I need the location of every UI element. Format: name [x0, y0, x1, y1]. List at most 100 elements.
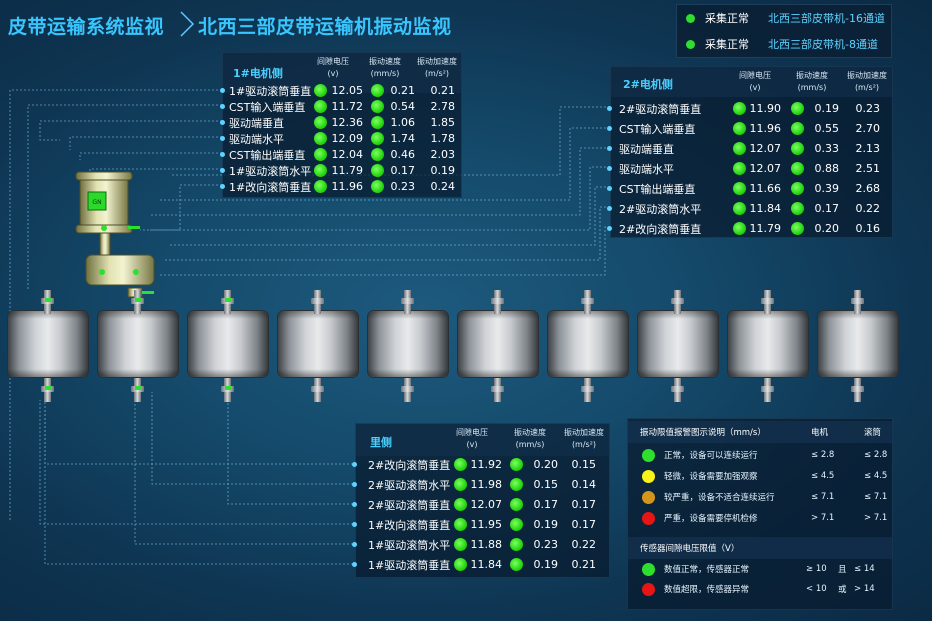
panel-header: 里侧 间隙电压 (v) 振动速度 (mm/s) 振动加速度 (m/s²) [356, 424, 609, 456]
status-indicator-icon [510, 478, 523, 491]
status-channel: 北西三部皮带机-16通道 [768, 12, 885, 25]
status-indicator-icon [371, 84, 384, 97]
legend-text: 正常，设备可以连续运行 [664, 451, 758, 461]
measure-point-name: 1#驱动滚筒水平 [368, 539, 451, 552]
connector-dot-icon [352, 482, 357, 487]
accel-value: 0.19 [430, 164, 456, 177]
roller-bearing-bottom [671, 378, 684, 402]
status-indicator-icon [314, 164, 327, 177]
roller-bearing-bottom [761, 378, 774, 402]
legend-drum-limit: ≤ 4.5 [864, 471, 888, 481]
accel-value: 0.22 [855, 202, 881, 215]
status-indicator-icon [791, 102, 804, 115]
voltage-value: 11.84 [749, 202, 782, 215]
velocity-value: 1.74 [390, 132, 416, 145]
data-row: 2#驱动滚筒垂直 12.07 0.17 0.17 [352, 495, 609, 515]
legend-col-motor: 电机 [811, 428, 829, 438]
status-label: 采集正常 [705, 12, 749, 25]
velocity-value: 0.46 [390, 148, 416, 161]
status-indicator-icon [733, 142, 746, 155]
connector-dot-icon [352, 562, 357, 567]
status-indicator-icon [314, 148, 327, 161]
velocity-value: 0.55 [814, 122, 840, 135]
panel-header: 2#电机侧 间隙电压 (v) 振动速度 (mm/s) 振动加速度 (m/s²) [611, 67, 892, 97]
voltage-value: 11.95 [470, 518, 503, 531]
legend-drum-limit: ≤ 7.1 [864, 492, 888, 502]
motor2-panel: 2#电机侧 间隙电压 (v) 振动速度 (mm/s) 振动加速度 (m/s²) 2#驱… [607, 66, 893, 238]
vibration-sensor-icon [45, 386, 51, 390]
connector-dot-icon [607, 106, 612, 111]
status-row: 采集正常 北西三部皮带机-16通道 [677, 7, 885, 29]
measure-point-name: 1#改向滚筒垂直 [229, 181, 312, 194]
data-row: CST输出端垂直 12.04 0.46 2.03 [220, 145, 461, 165]
sensor-limit-op: 或 [838, 585, 847, 595]
connector-dot-icon [220, 88, 225, 93]
connector-dot-icon [220, 104, 225, 109]
legend-text: 严重，设备需要停机检修 [664, 514, 758, 524]
accel-value: 0.23 [855, 102, 881, 115]
accel-value: 0.14 [571, 478, 597, 491]
sensor-legend-title: 传感器间隙电压限值（V） [640, 544, 740, 554]
status-indicator-icon [314, 132, 327, 145]
sensor-indicator-icon [642, 562, 655, 576]
measure-point-name: 2#改向滚筒垂直 [619, 223, 702, 236]
connector-dot-icon [352, 502, 357, 507]
sensor-legend-text: 数值超限，传感器异常 [664, 585, 750, 595]
status-indicator-icon [510, 498, 523, 511]
voltage-value: 11.66 [749, 182, 782, 195]
data-row: 驱动端水平 12.07 0.88 2.51 [607, 159, 892, 179]
accel-value: 0.21 [430, 84, 456, 97]
conveyor-roller [277, 310, 359, 378]
legend-text: 较严重，设备不适合连续运行 [664, 493, 775, 503]
page-subtitle: 北西三部皮带运输机振动监视 [198, 16, 452, 38]
status-indicator-icon [510, 518, 523, 531]
legend-col-drum: 滚筒 [864, 428, 882, 438]
accel-value: 1.78 [430, 132, 456, 145]
connector-dot-icon [607, 206, 612, 211]
conveyor-roller [457, 310, 539, 378]
velocity-value: 0.17 [814, 202, 840, 215]
voltage-value: 11.92 [470, 458, 503, 471]
vibration-sensor-icon [135, 386, 141, 390]
roller-bearing-top [401, 290, 414, 314]
roller-bearing-bottom [221, 378, 234, 402]
sensor-indicator-icon [642, 582, 655, 596]
col-voltage: 间隙电压 (v) [739, 71, 771, 92]
col-voltage: 间隙电压 (v) [317, 57, 349, 78]
voltage-value: 12.07 [749, 142, 782, 155]
voltage-value: 11.90 [749, 102, 782, 115]
accel-value: 2.13 [855, 142, 881, 155]
severity-indicator-icon [642, 490, 655, 504]
conveyor-roller [727, 310, 809, 378]
measure-point-name: 2#改向滚筒垂直 [368, 459, 451, 472]
voltage-value: 11.84 [470, 558, 503, 571]
status-indicator-icon [371, 100, 384, 113]
status-indicator-icon [454, 458, 467, 471]
connector-dot-icon [607, 226, 612, 231]
measure-point-name: 1#驱动滚筒水平 [229, 165, 312, 178]
status-indicator-icon [371, 116, 384, 129]
velocity-value: 0.33 [814, 142, 840, 155]
measure-point-name: 驱动端垂直 [229, 117, 284, 130]
data-row: 1#驱动滚筒水平 11.79 0.17 0.19 [220, 161, 461, 181]
status-indicator-icon [733, 102, 746, 115]
measure-point-name: 1#驱动滚筒垂直 [229, 85, 312, 98]
voltage-value: 11.72 [331, 100, 364, 113]
severity-indicator-icon [642, 469, 655, 483]
legend-row: 轻微，设备需要加强观察 ≤ 4.5 ≤ 4.5 [628, 466, 892, 486]
status-indicator-icon [791, 202, 804, 215]
panel-header: 1#电机侧 间隙电压 (v) 振动速度 (mm/s) 振动加速度 (m/s²) [223, 53, 461, 93]
vibration-sensor-icon [45, 298, 51, 302]
roller-bearing-bottom [491, 378, 504, 402]
accel-value: 2.68 [855, 182, 881, 195]
col-accel: 振动加速度 (m/s²) [564, 428, 604, 449]
voltage-value: 11.98 [470, 478, 503, 491]
connector-dot-icon [607, 166, 612, 171]
severity-indicator-icon [642, 448, 655, 462]
status-indicator-icon [371, 148, 384, 161]
legend-row: 正常，设备可以连续运行 ≤ 2.8 ≤ 2.8 [628, 445, 892, 465]
panel-title: 里侧 [370, 436, 392, 449]
roller-bearing-bottom [401, 378, 414, 402]
roller-bearing-bottom [41, 378, 54, 402]
legend-title: 振动限值报警图示说明（mm/s） [640, 428, 766, 438]
